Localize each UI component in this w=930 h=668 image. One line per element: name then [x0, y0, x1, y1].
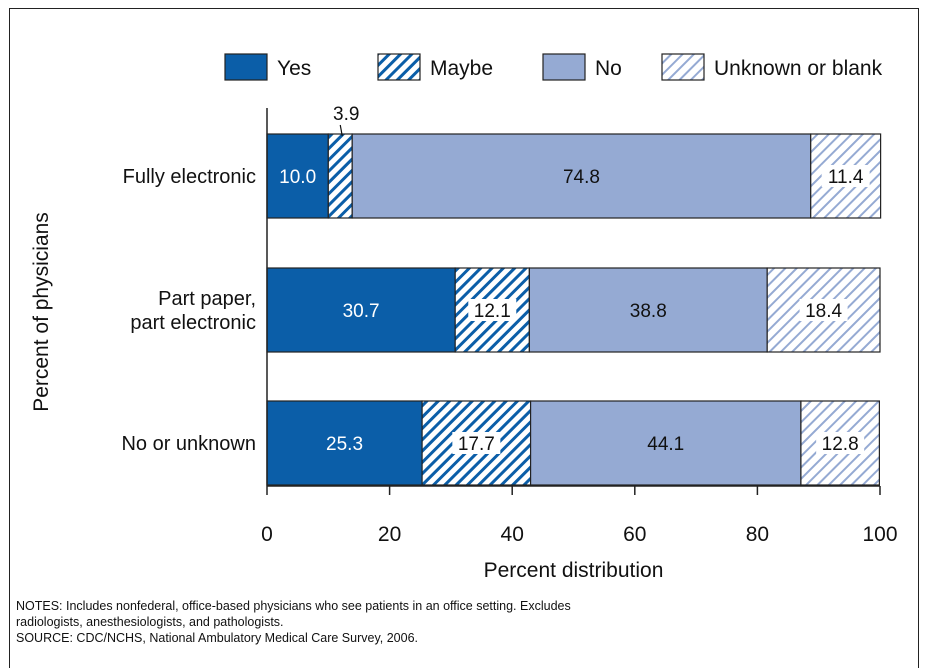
legend-item-3: Unknown or blank — [661, 53, 883, 81]
bar-segment — [266, 267, 456, 353]
axes: 0 20 40 60 80 100 Percent distribution Percent … — [30, 108, 898, 582]
data-label-bg — [452, 432, 501, 454]
category-label: No or unknown — [121, 433, 256, 455]
x-tick-label: 20 — [378, 523, 401, 546]
data-label-bg — [816, 432, 865, 454]
legend-item-1: Maybe — [377, 53, 493, 81]
legend-label: Yes — [277, 57, 311, 80]
notes-line-1: NOTES: Includes nonfederal, office-based… — [16, 599, 571, 613]
data-label: 44.1 — [647, 434, 684, 455]
notes-block: NOTES: Includes nonfederal, office-based… — [16, 598, 571, 646]
legend-swatch — [224, 53, 268, 81]
bars: 10.0 3.9 74.8 11.4 Fully electronic 30.7 12.1 3… — [121, 104, 882, 486]
data-label: 11.4 — [828, 167, 864, 188]
data-label: 25.3 — [326, 434, 363, 455]
data-label-bg — [468, 299, 517, 321]
legend-label: Maybe — [430, 57, 493, 80]
data-label: 3.9 — [333, 104, 359, 125]
legend: Yes Maybe No Unknown or blank — [224, 53, 883, 81]
data-label: 12.1 — [474, 301, 511, 322]
source-line: SOURCE: CDC/NCHS, National Ambulatory Me… — [16, 631, 418, 645]
bar-segment — [529, 400, 802, 486]
legend-swatch — [661, 53, 705, 81]
legend-item-2: No — [542, 53, 622, 81]
x-tick-label: 60 — [623, 523, 646, 546]
data-label: 12.8 — [822, 434, 859, 455]
data-label: 10.0 — [279, 167, 316, 188]
data-label-bg — [821, 165, 870, 187]
notes-line-2: radiologists, anesthesiologists, and pat… — [16, 615, 284, 629]
data-label-leader — [339, 124, 343, 137]
legend-item-0: Yes — [224, 53, 311, 81]
data-label: 74.8 — [563, 167, 600, 188]
legend-swatch — [542, 53, 586, 81]
category-label: Fully electronic — [123, 166, 256, 188]
category-label: Part paper, — [158, 288, 256, 310]
x-tick-label: 80 — [746, 523, 769, 546]
legend-swatch — [377, 53, 421, 81]
x-tick-label: 100 — [862, 523, 897, 546]
stacked-bar-chart: Yes Maybe No Unknown or blank 10.0 3.9 74.8 11… — [30, 53, 898, 582]
data-label: 38.8 — [630, 301, 667, 322]
category-label: part electronic — [130, 312, 256, 334]
x-axis-title: Percent distribution — [484, 559, 664, 582]
bar-segment — [266, 400, 423, 486]
x-tick-label: 0 — [261, 523, 273, 546]
data-label: 17.7 — [458, 434, 495, 455]
bar-segment — [327, 133, 353, 219]
data-label-bg — [799, 299, 848, 321]
legend-label: No — [595, 57, 622, 80]
data-label: 30.7 — [343, 301, 380, 322]
bar-segment — [351, 133, 812, 219]
chart-frame — [9, 8, 919, 668]
y-axis-title: Percent of physicians — [30, 212, 53, 412]
legend-label: Unknown or blank — [714, 57, 883, 80]
x-tick-label: 40 — [501, 523, 524, 546]
data-label: 18.4 — [805, 301, 842, 322]
